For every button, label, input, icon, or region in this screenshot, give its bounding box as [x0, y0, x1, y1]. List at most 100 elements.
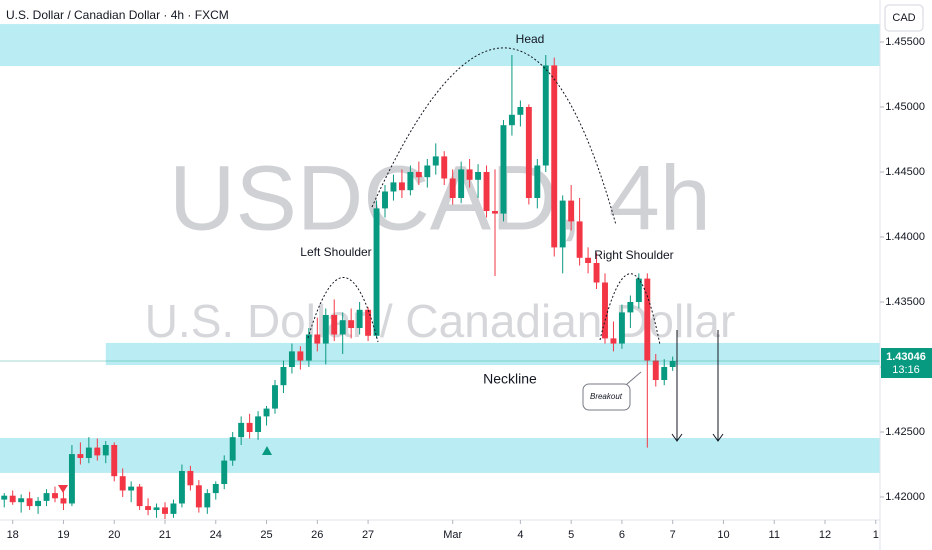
- left-shoulder-label: Left Shoulder: [300, 245, 371, 259]
- last-price-badge: [881, 348, 932, 379]
- candle-body: [390, 182, 397, 192]
- candle-body: [382, 191, 388, 209]
- zone: [0, 24, 880, 67]
- candle-body: [449, 178, 456, 198]
- candle-body: [593, 262, 600, 283]
- candle-body: [331, 314, 338, 335]
- candle-body: [322, 314, 329, 344]
- arrow-head: [712, 433, 724, 442]
- countdown-label: 13:16: [892, 364, 920, 376]
- right-shoulder-label: Right Shoulder: [594, 248, 673, 262]
- candle-body: [263, 408, 270, 417]
- x-tick-label: 27: [362, 529, 374, 541]
- candle-body: [441, 156, 448, 179]
- candle-body: [585, 257, 592, 263]
- callout-box: [582, 383, 631, 411]
- candle-body: [35, 500, 42, 507]
- drawings: [307, 47, 661, 346]
- candle-body: [221, 460, 228, 484]
- candle-body: [314, 334, 321, 344]
- candles: [0, 54, 880, 520]
- y-tick-label: 1.43500: [885, 296, 925, 308]
- y-tick-label: 1.44500: [885, 166, 925, 178]
- candle-body: [272, 385, 278, 409]
- candle-body: [424, 165, 431, 178]
- candle-body: [119, 476, 126, 491]
- candle-body: [627, 301, 634, 313]
- axes: 1.420001.425001.430001.435001.440001.445…: [7, 36, 932, 541]
- breakout-label: Breakout: [590, 392, 623, 401]
- candle-body: [111, 444, 118, 477]
- x-tick-label: 6: [619, 529, 625, 541]
- candle-body: [415, 171, 422, 178]
- candle-body: [9, 495, 16, 503]
- price-axis: [880, 0, 932, 550]
- candle-body: [356, 309, 363, 328]
- x-tick-label: 11: [769, 529, 780, 541]
- candle-body: [365, 309, 372, 336]
- candle-body: [255, 416, 262, 432]
- candle-body: [153, 507, 160, 510]
- candle-body: [339, 320, 346, 335]
- left-shoulder-arc: [307, 277, 379, 343]
- candle-body: [466, 169, 473, 180]
- currency-label[interactable]: CAD: [892, 12, 915, 24]
- y-tick-label: 1.42000: [885, 491, 925, 503]
- candle-body: [542, 65, 549, 166]
- zone: [105, 342, 881, 366]
- buy-marker: [262, 446, 272, 455]
- candle-body: [229, 437, 236, 461]
- x-tick-label: 12: [819, 529, 831, 541]
- candle-body: [618, 312, 625, 344]
- candle-body: [1, 495, 8, 500]
- chart-title: U.S. Dollar / Canadian Dollar · 4h · FXC…: [6, 8, 229, 22]
- candle-body: [77, 454, 84, 458]
- candle-body: [432, 156, 439, 166]
- candle-body: [559, 200, 566, 248]
- candle-body: [60, 498, 67, 504]
- candle-body: [373, 208, 380, 336]
- candle-body: [145, 506, 152, 510]
- candle-body: [187, 470, 194, 486]
- candle-body: [246, 422, 253, 432]
- x-tick-label: 5: [568, 529, 574, 541]
- candle-body: [398, 182, 405, 191]
- candle-body: [43, 493, 50, 501]
- zone: [0, 437, 880, 473]
- last-price-label: 1.43046: [886, 351, 926, 363]
- x-tick-label: 1: [873, 529, 879, 541]
- candle-body: [407, 171, 414, 191]
- x-tick-label: 21: [159, 529, 171, 541]
- candle-body: [212, 483, 219, 494]
- candle-body: [52, 493, 58, 499]
- time-axis: [0, 520, 880, 550]
- candle-body: [102, 444, 109, 456]
- candle-body: [162, 507, 168, 514]
- candle-body: [136, 486, 143, 507]
- x-tick-label: 20: [108, 529, 120, 541]
- candle-body: [568, 200, 575, 222]
- currency-button[interactable]: [884, 4, 924, 32]
- y-tick-label: 1.42500: [885, 426, 925, 438]
- candle-body: [500, 125, 507, 214]
- candle-body: [483, 171, 490, 211]
- candle-body: [170, 503, 177, 514]
- candle-body: [458, 169, 465, 198]
- candle-body: [492, 210, 498, 214]
- candle-body: [661, 366, 668, 380]
- x-tick-label: 18: [7, 529, 19, 541]
- candle-body: [348, 320, 355, 328]
- candle-body: [238, 422, 245, 438]
- y-tick-label: 1.44000: [885, 231, 925, 243]
- candle-body: [68, 454, 75, 504]
- x-tick-label: 26: [311, 529, 323, 541]
- candle-body: [297, 351, 304, 361]
- arrow-head: [671, 433, 683, 442]
- candle-body: [602, 282, 608, 339]
- watermark: USDCAD, 4h U.S. Dollar / Canadian Dollar: [145, 147, 736, 347]
- candle-body: [644, 278, 651, 361]
- y-tick-label: 1.45000: [885, 101, 925, 113]
- candle-body: [669, 361, 676, 367]
- neckline-label: Neckline: [483, 371, 537, 387]
